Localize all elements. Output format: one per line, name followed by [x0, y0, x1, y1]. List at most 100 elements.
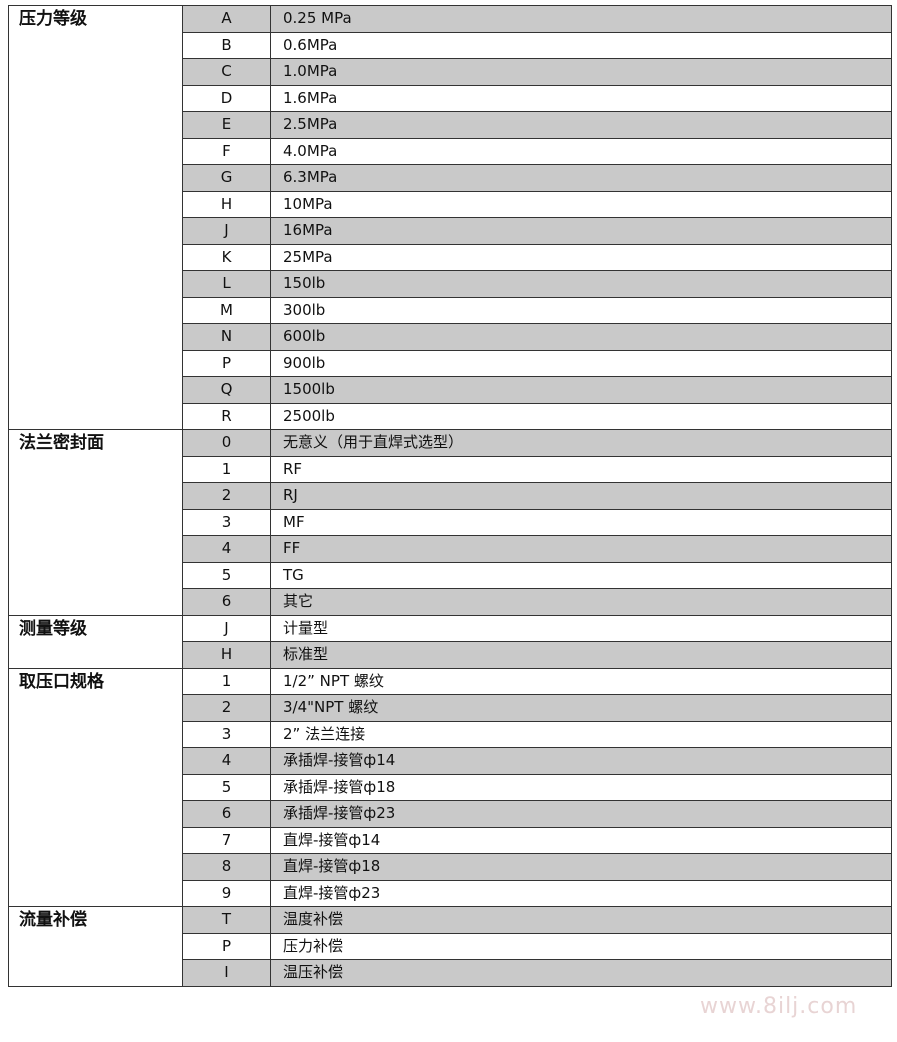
description-cell: 承插焊-接管ф23	[270, 800, 892, 828]
description-cell: TG	[270, 561, 892, 589]
description-cell: 标准型	[270, 641, 892, 669]
description-cell: 压力补偿	[270, 932, 892, 960]
code-cell: N	[182, 323, 271, 351]
table-row: 取压口规格 1 1/2” NPT 螺纹	[8, 667, 892, 907]
code-cell: H	[182, 641, 271, 669]
table-row: 6 承插焊-接管ф23	[9, 800, 892, 828]
description-cell: 4.0MPa	[270, 137, 892, 165]
description-cell: 6.3MPa	[270, 164, 892, 192]
code-cell: 3	[182, 720, 271, 748]
code-cell: Q	[182, 376, 271, 404]
description-cell: 25MPa	[270, 243, 892, 271]
description-cell: 直焊-接管ф23	[270, 879, 892, 907]
description-cell: 承插焊-接管ф18	[270, 773, 892, 801]
table-row: 4 承插焊-接管ф14	[9, 747, 892, 775]
table-row: 3 2” 法兰连接	[9, 720, 892, 748]
table-row: 2 3/4"NPT 螺纹	[9, 694, 892, 722]
table-row: C 1.0MPa	[9, 58, 892, 86]
table-row: I 温压补偿	[9, 959, 892, 987]
code-cell: G	[182, 164, 271, 192]
description-cell: 0.25 MPa	[270, 5, 892, 33]
code-cell: 5	[182, 561, 271, 589]
description-cell: 2.5MPa	[270, 111, 892, 139]
description-cell: 直焊-接管ф14	[270, 826, 892, 854]
table-row: K 25MPa	[9, 243, 892, 271]
table-row: 5 承插焊-接管ф18	[9, 773, 892, 801]
description-cell: 300lb	[270, 296, 892, 324]
table-row: H 标准型	[9, 641, 892, 669]
code-cell: 7	[182, 826, 271, 854]
description-cell: 1.6MPa	[270, 84, 892, 112]
code-cell: 0	[182, 429, 271, 457]
code-cell: 1	[182, 667, 271, 695]
code-cell: T	[182, 906, 271, 934]
category-cell: 流量补偿	[8, 906, 183, 987]
code-cell: E	[182, 111, 271, 139]
category-cell: 测量等级	[8, 614, 183, 669]
description-cell: 2500lb	[270, 402, 892, 430]
description-cell: 3/4"NPT 螺纹	[270, 694, 892, 722]
table-row: G 6.3MPa	[9, 164, 892, 192]
table-row: H 10MPa	[9, 190, 892, 218]
table-row: E 2.5MPa	[9, 111, 892, 139]
description-cell: RJ	[270, 482, 892, 510]
table-row: 6 其它	[9, 588, 892, 616]
code-cell: 8	[182, 853, 271, 881]
table-row: 2 RJ	[9, 482, 892, 510]
table-row: 法兰密封面 0 无意义（用于直焊式选型）	[8, 429, 892, 616]
code-cell: P	[182, 932, 271, 960]
code-cell: 4	[182, 535, 271, 563]
table-row: 3 MF	[9, 508, 892, 536]
table-row: 压力等级 A 0.25 MPa	[8, 5, 892, 430]
code-cell: M	[182, 296, 271, 324]
description-cell: 150lb	[270, 270, 892, 298]
description-cell: 无意义（用于直焊式选型）	[270, 429, 892, 457]
code-cell: C	[182, 58, 271, 86]
code-cell: J	[182, 614, 271, 642]
description-cell: 温压补偿	[270, 959, 892, 987]
table-row: 9 直焊-接管ф23	[9, 879, 892, 907]
code-cell: 6	[182, 588, 271, 616]
description-cell: 16MPa	[270, 217, 892, 245]
code-cell: J	[182, 217, 271, 245]
code-cell: 6	[182, 800, 271, 828]
code-cell: D	[182, 84, 271, 112]
table-row: 流量补偿 T 温度补偿	[8, 906, 892, 987]
description-cell: 1/2” NPT 螺纹	[270, 667, 892, 695]
description-cell: 0.6MPa	[270, 31, 892, 59]
category-cell: 取压口规格	[8, 667, 183, 907]
code-cell: I	[182, 959, 271, 987]
table-row: 4 FF	[9, 535, 892, 563]
description-cell: 600lb	[270, 323, 892, 351]
code-cell: P	[182, 349, 271, 377]
code-cell: A	[182, 5, 271, 33]
code-cell: 4	[182, 747, 271, 775]
code-cell: 2	[182, 482, 271, 510]
code-cell: H	[182, 190, 271, 218]
code-cell: 9	[182, 879, 271, 907]
description-cell: 其它	[270, 588, 892, 616]
table-row: 测量等级 J 计量型	[8, 614, 892, 669]
description-cell: 2” 法兰连接	[270, 720, 892, 748]
code-cell: 5	[182, 773, 271, 801]
code-cell: B	[182, 31, 271, 59]
table-row: F 4.0MPa	[9, 137, 892, 165]
description-cell: RF	[270, 455, 892, 483]
description-cell: 直焊-接管ф18	[270, 853, 892, 881]
description-cell: 900lb	[270, 349, 892, 377]
code-cell: L	[182, 270, 271, 298]
table-row: N 600lb	[9, 323, 892, 351]
table-row: 5 TG	[9, 561, 892, 589]
code-cell: 2	[182, 694, 271, 722]
description-cell: 1500lb	[270, 376, 892, 404]
description-cell: 1.0MPa	[270, 58, 892, 86]
code-cell: F	[182, 137, 271, 165]
code-cell: 3	[182, 508, 271, 536]
code-cell: 1	[182, 455, 271, 483]
description-cell: MF	[270, 508, 892, 536]
description-cell: 温度补偿	[270, 906, 892, 934]
description-cell: 承插焊-接管ф14	[270, 747, 892, 775]
watermark: www.8ilj.com	[700, 994, 858, 1019]
table-row: 7 直焊-接管ф14	[9, 826, 892, 854]
table-row: 8 直焊-接管ф18	[9, 853, 892, 881]
